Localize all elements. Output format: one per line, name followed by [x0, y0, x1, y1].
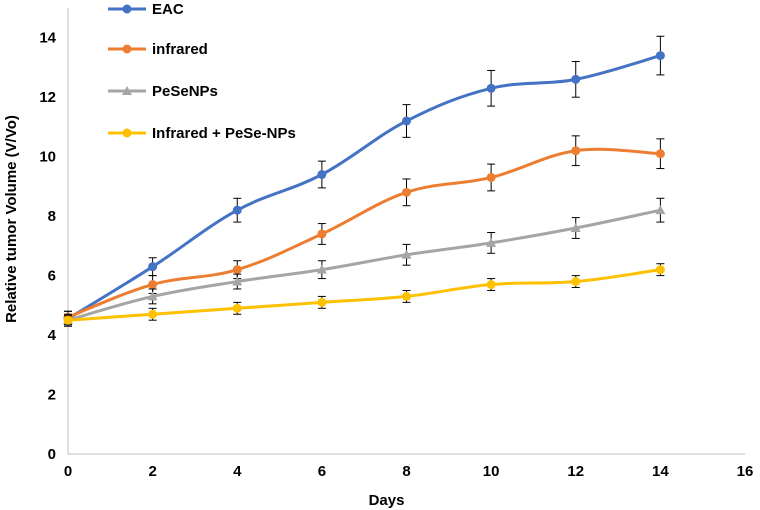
series-eac: [63, 35, 665, 327]
series-line: [67, 147, 661, 319]
y-tick-label: 6: [48, 268, 56, 285]
data-point: [148, 280, 158, 290]
y-tick-label: 10: [39, 149, 56, 166]
data-point: [232, 205, 242, 215]
data-point: [148, 309, 158, 319]
legend-item: PeSeNPs: [108, 83, 218, 100]
data-point: [402, 116, 411, 126]
x-tick-label: 0: [64, 463, 72, 480]
y-tick-label: 14: [39, 30, 56, 47]
series-infrared-pese-nps: [63, 263, 665, 326]
legend-marker: [122, 128, 132, 138]
legend-item: infrared: [108, 41, 208, 58]
series-line: [67, 268, 661, 322]
legend-label: infrared: [152, 41, 208, 58]
data-point: [655, 265, 665, 275]
x-tick-label: 6: [318, 463, 326, 480]
y-tick-label: 12: [39, 89, 56, 106]
data-point: [571, 74, 581, 84]
x-tick-label: 4: [233, 463, 242, 480]
legend-label: EAC: [152, 1, 184, 18]
y-tick-labels: 0 2 4 6 8 10 12 14: [39, 30, 56, 463]
data-point: [402, 187, 411, 197]
series-pesenps: [63, 197, 666, 327]
x-tick-label: 2: [148, 463, 156, 480]
data-point: [317, 170, 327, 180]
y-tick-label: 0: [48, 446, 56, 463]
series-layer: [63, 35, 666, 327]
y-tick-label: 8: [48, 208, 56, 225]
data-point: [486, 172, 496, 182]
legend-label: Infrared + PeSe-NPs: [152, 125, 296, 142]
y-tick-label: 4: [48, 327, 57, 344]
legend-marker: [122, 44, 132, 54]
data-point: [570, 223, 581, 233]
data-point: [232, 303, 242, 313]
data-point: [486, 237, 497, 247]
data-point: [232, 276, 243, 286]
x-tick-label: 10: [483, 463, 500, 480]
data-point: [148, 262, 158, 272]
series-line: [67, 208, 661, 322]
x-tick-label: 14: [652, 463, 669, 480]
data-point: [571, 277, 581, 287]
data-point: [402, 291, 411, 301]
data-point: [655, 205, 666, 215]
legend-item: EAC: [108, 1, 184, 18]
series-infrared: [63, 135, 665, 324]
data-point: [401, 249, 412, 259]
y-tick-label: 2: [48, 387, 56, 404]
series-line: [67, 54, 661, 320]
data-point: [571, 146, 581, 156]
legend-item: Infrared + PeSe-NPs: [108, 125, 296, 142]
x-tick-label: 12: [567, 463, 584, 480]
x-tick-label: 8: [402, 463, 410, 480]
data-point: [316, 264, 327, 274]
data-point: [63, 315, 73, 325]
legend-marker: [122, 86, 132, 95]
legend-marker: [122, 4, 132, 14]
axes: [67, 8, 745, 455]
data-point: [486, 280, 496, 290]
x-tick-label: 16: [737, 463, 754, 480]
legend-label: PeSeNPs: [152, 83, 218, 100]
data-point: [317, 229, 327, 239]
data-point: [317, 297, 327, 307]
data-point: [486, 83, 496, 93]
x-tick-labels: 0 2 4 6 8 10 12 14 16: [64, 463, 754, 480]
x-axis-title: Days: [369, 492, 405, 509]
y-axis-title: Relative tumor Volume (V/Vo): [3, 115, 20, 323]
data-point: [655, 149, 665, 159]
data-point: [147, 291, 158, 301]
data-point: [655, 51, 665, 61]
data-point: [232, 265, 242, 275]
legend: EAC infrared PeSeNPs Infrared + PeSe-NPs: [108, 1, 296, 142]
